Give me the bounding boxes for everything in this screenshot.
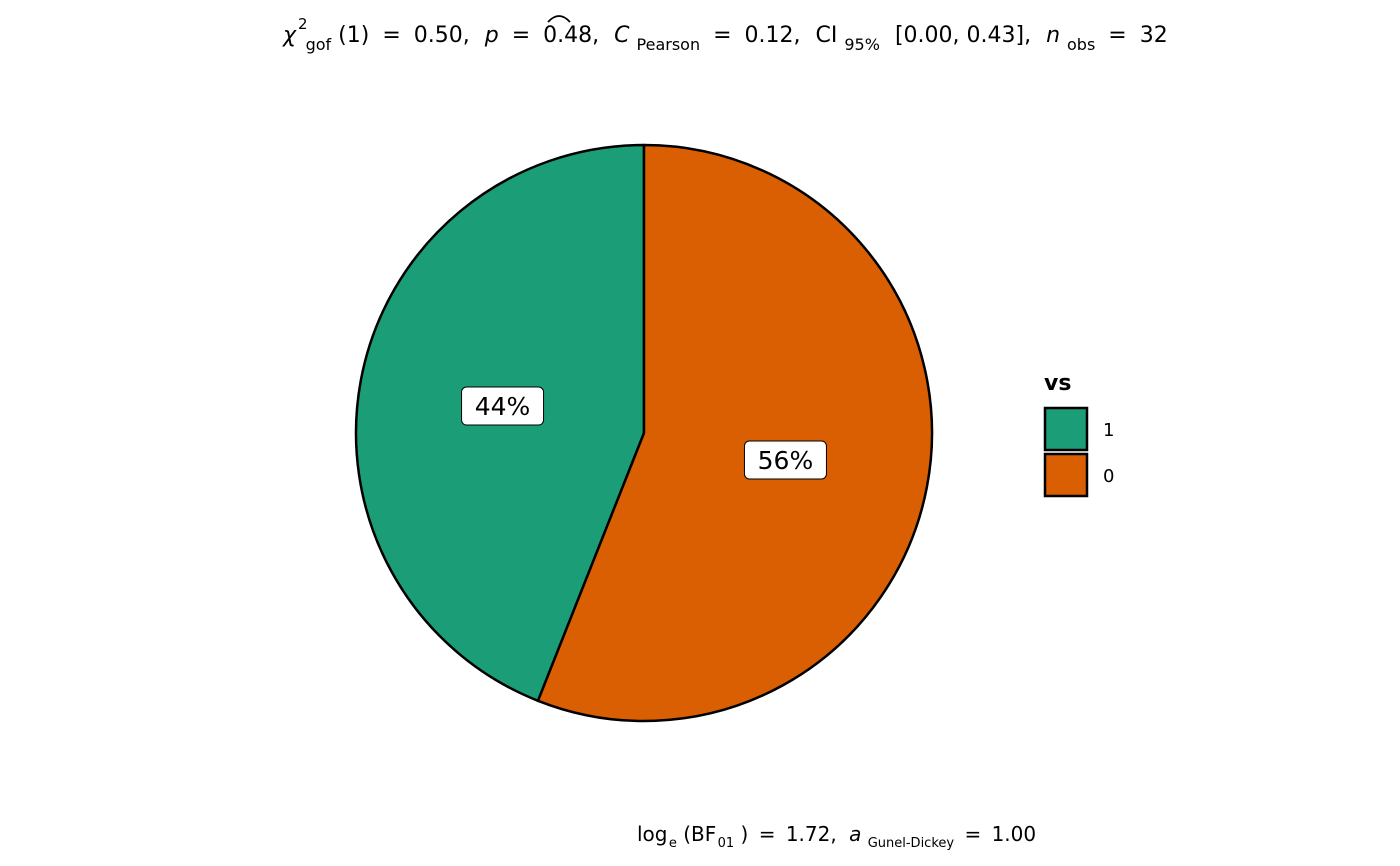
- pie-labels: 44% 56%: [461, 386, 827, 480]
- n-subscript: obs: [1067, 35, 1095, 54]
- chi-superscript: 2: [298, 15, 308, 33]
- slice-label-box-1: [461, 386, 545, 426]
- ci-symbol: CI: [816, 23, 838, 48]
- bf-name: BF: [691, 822, 716, 846]
- bf-prefix-subscript: e: [669, 836, 677, 851]
- chart-caption: log e (BF 01 ) = 1.72, a Gunel-Dickey = …: [637, 822, 1036, 852]
- pie-slice-0: [536, 143, 934, 723]
- legend-key-1: [1043, 406, 1089, 452]
- ci-text: [0.00, 0.43]: [895, 23, 1024, 48]
- slice-label-text-0: 56%: [758, 446, 814, 475]
- p-value: 0.48: [543, 23, 592, 48]
- legend-label-1: 1: [1103, 420, 1114, 441]
- prior-subscript: Gunel-Dickey: [868, 836, 955, 851]
- legend-title: vs: [1044, 371, 1071, 396]
- slice-label-1: 44%: [461, 386, 545, 426]
- bf-value: 1.72: [786, 822, 831, 846]
- chart-title: χ 2 gof (1) = 0.50, p = 0.48, C Pearson …: [282, 10, 1168, 56]
- legend-key-0: [1043, 452, 1089, 498]
- chi-symbol: χ: [282, 23, 297, 48]
- slice-label-box-0: [743, 440, 827, 480]
- chi-df: (1): [338, 23, 369, 48]
- prior-symbol: a: [849, 822, 861, 846]
- chi-value: 0.50: [414, 23, 463, 48]
- chi-subscript: gof: [306, 35, 332, 54]
- ci-subscript: 95%: [844, 35, 880, 54]
- hat-accent: [547, 15, 571, 23]
- effect-value: 0.12: [745, 23, 794, 48]
- legend: vs 1 0: [1043, 371, 1114, 498]
- slice-label-text-1: 44%: [475, 392, 531, 421]
- effect-symbol: C: [614, 23, 630, 48]
- prior-value: 1.00: [992, 822, 1037, 846]
- slice-label-0: 56%: [743, 440, 827, 480]
- pie-slices: [354, 143, 934, 723]
- n-symbol: n: [1046, 23, 1060, 48]
- svg-text:log e (BF 01: log e (BF 01 ) = 1.72, a Gunel-Dickey = …: [637, 822, 1036, 852]
- svg-text:χ 2 gof (1): χ 2 gof (1) = 0.50, p = 0.48, C Pearson …: [282, 10, 1168, 56]
- effect-subscript: Pearson: [637, 35, 701, 54]
- legend-label-0: 0: [1103, 466, 1114, 487]
- n-value: 32: [1140, 23, 1168, 48]
- bf-prefix: log: [637, 822, 668, 846]
- bf-subscript: 01: [718, 836, 735, 851]
- p-symbol: p: [484, 23, 499, 48]
